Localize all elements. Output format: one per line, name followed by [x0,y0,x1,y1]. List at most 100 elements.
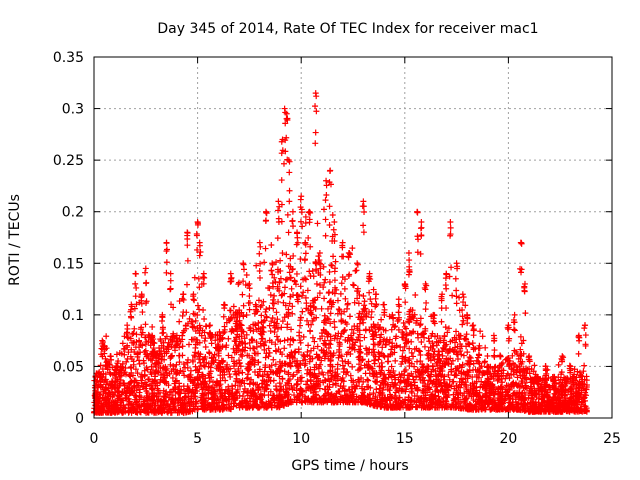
data-point [470,360,477,367]
data-point [255,359,262,366]
data-point [345,272,352,279]
data-point [513,381,520,388]
data-point [252,369,258,376]
data-point [293,241,300,248]
data-point [421,398,428,405]
data-point [408,389,415,396]
data-point [288,382,295,389]
data-point [418,368,425,375]
data-point [215,359,222,366]
data-point [431,356,438,363]
data-point [258,312,265,319]
data-point [188,336,195,343]
data-point [211,351,218,358]
data-point [141,408,148,415]
data-point [455,384,462,391]
data-point [418,331,425,338]
data-point [311,338,318,345]
plot-frame [93,56,613,419]
data-point [517,265,524,272]
data-point [194,405,201,412]
data-point [133,284,140,291]
data-point [258,380,265,387]
data-point [271,292,278,299]
data-point [448,404,455,411]
data-point [392,335,399,342]
data-point [313,391,320,398]
data-point [246,352,253,359]
data-point [375,356,382,363]
data-point [365,394,372,401]
data-point [392,401,399,408]
data-point [162,367,169,374]
data-point [221,329,228,336]
data-point [310,273,317,280]
data-point [506,362,513,369]
data-point [339,318,346,325]
data-point [353,267,360,274]
data-point [449,292,456,299]
data-point [105,390,112,397]
data-point [286,169,293,176]
data-point [277,257,284,264]
data-point [118,372,125,379]
data-point [127,308,134,315]
data-point [448,383,455,390]
data-point [435,356,442,363]
data-point [374,398,381,405]
data-point [255,384,262,391]
data-point [276,380,283,387]
data-point [440,387,447,394]
data-point [227,373,234,380]
data-point [425,350,432,357]
data-point [308,398,315,405]
data-point [185,356,191,363]
data-point [460,317,467,324]
data-point [302,250,309,257]
data-point [372,324,379,331]
data-point [278,324,285,331]
data-point [207,406,214,413]
data-point [280,160,287,167]
data-point [388,363,395,370]
data-point [158,318,165,325]
y-tick-label: 0 [75,411,84,427]
data-point [391,372,398,379]
data-point [427,404,434,411]
data-point [202,335,209,342]
data-point [279,401,286,408]
data-point [505,324,512,331]
data-point [94,405,101,412]
data-point [100,343,107,350]
data-point [142,321,149,328]
data-point [165,382,172,389]
data-point [470,346,477,353]
data-point [531,391,538,398]
data-point [580,385,587,392]
data-point [290,223,297,230]
data-point [289,266,296,273]
data-point [194,388,201,395]
data-point [110,392,117,399]
data-point [270,296,277,303]
data-point [297,314,304,321]
data-point [142,379,149,386]
data-point [371,341,378,348]
data-point [196,366,203,373]
data-point [234,386,241,393]
data-point [249,337,256,344]
data-point [404,404,411,411]
data-point [293,380,300,387]
data-point [160,377,167,384]
data-point [219,398,226,405]
data-point [442,275,449,282]
data-point [303,396,310,403]
data-point [274,325,281,332]
data-point [343,369,350,376]
data-point [284,276,291,283]
data-point [438,318,445,325]
data-point [176,389,183,396]
data-point [376,351,383,358]
data-point [509,352,516,359]
data-point [331,399,338,406]
